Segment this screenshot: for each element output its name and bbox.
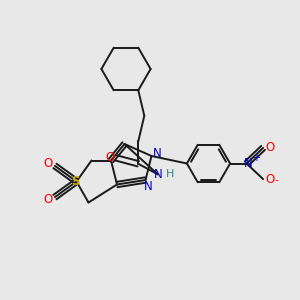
Text: N: N: [153, 147, 162, 160]
Text: N: N: [154, 168, 163, 182]
Text: S: S: [71, 175, 79, 188]
Text: O: O: [105, 151, 114, 164]
Text: O: O: [44, 157, 53, 170]
Text: O: O: [265, 141, 274, 154]
Text: N: N: [243, 157, 252, 170]
Text: O: O: [265, 172, 274, 186]
Text: +: +: [252, 153, 260, 163]
Text: H: H: [166, 169, 175, 179]
Text: N: N: [144, 180, 153, 193]
Text: -: -: [274, 175, 279, 185]
Text: O: O: [44, 193, 53, 206]
